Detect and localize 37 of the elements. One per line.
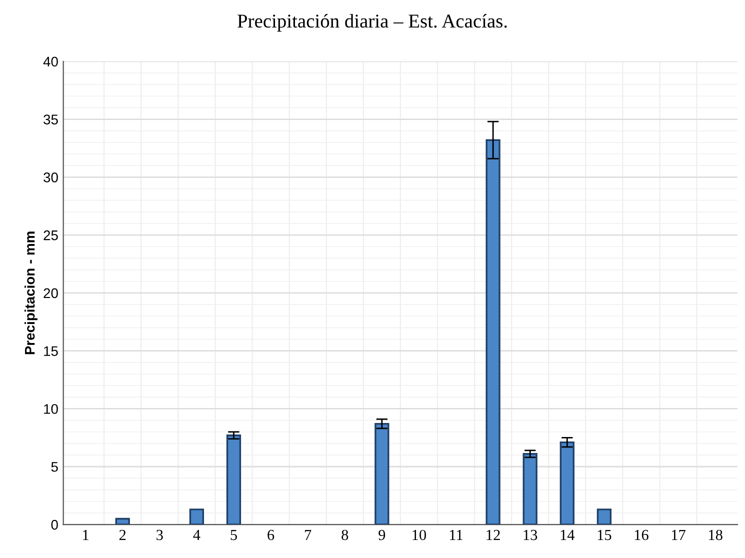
y-axis-title: Precipitacion - mm	[24, 232, 38, 354]
bar	[596, 508, 612, 525]
bar	[486, 139, 500, 525]
bar	[189, 508, 204, 525]
x-tick-label: 7	[305, 530, 312, 540]
bar	[115, 518, 130, 525]
x-tick-label: 13	[524, 530, 538, 540]
bar	[560, 441, 574, 525]
x-tick-label: 1	[83, 530, 88, 540]
chart-title: Precipitación diaria – Est. Acacías.	[238, 14, 507, 32]
bar	[522, 453, 538, 525]
y-tick-label: 25	[44, 230, 58, 240]
y-tick-label: 20	[44, 288, 58, 298]
x-tick-label: 9	[378, 530, 386, 540]
x-tick-label: 5	[230, 530, 237, 540]
x-tick-label: 6	[268, 530, 274, 540]
x-tick-label: 17	[672, 530, 686, 540]
x-tick-label: 3	[156, 530, 163, 540]
x-tick-label: 2	[119, 530, 126, 540]
y-tick-label: 5	[51, 462, 58, 472]
x-tick-label: 18	[709, 530, 722, 540]
x-tick-label: 4	[193, 530, 200, 540]
bar	[374, 422, 390, 525]
x-tick-label: 8	[342, 530, 348, 540]
y-tick-label: 30	[44, 172, 58, 182]
bar	[226, 434, 242, 525]
x-tick-label: 11	[450, 530, 462, 540]
x-tick-label: 15	[598, 530, 612, 540]
y-tick-label: 15	[44, 346, 58, 356]
x-tick-label: 12	[486, 530, 500, 540]
y-tick-label: 0	[51, 520, 58, 530]
y-tick-label: 35	[44, 114, 58, 124]
y-tick-label: 10	[44, 404, 58, 414]
x-tick-label: 14	[560, 530, 575, 540]
y-tick-label: 40	[43, 56, 58, 67]
x-tick-label: 16	[634, 530, 648, 540]
x-tick-label: 10	[412, 530, 426, 540]
